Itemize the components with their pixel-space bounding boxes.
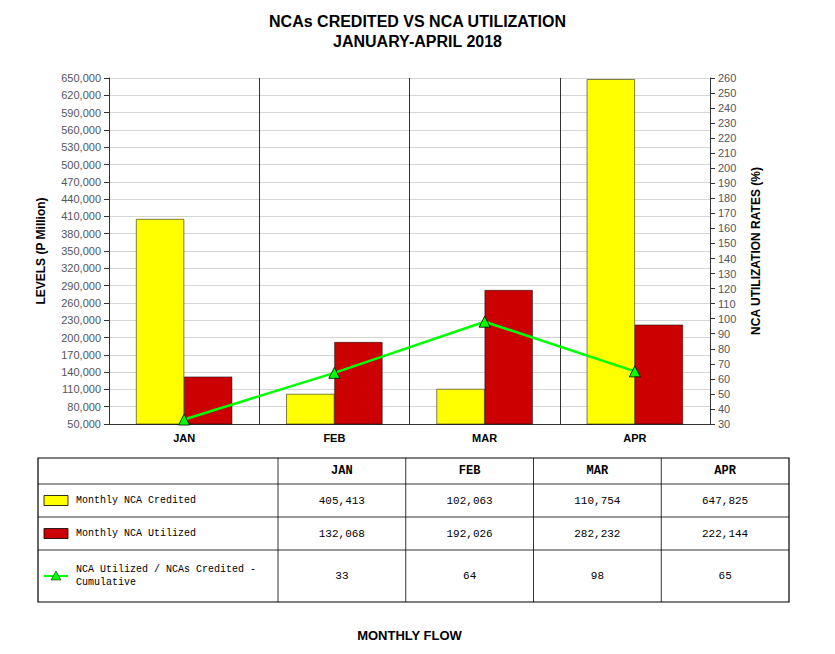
svg-text:440,000: 440,000 (61, 193, 101, 205)
svg-text:260,000: 260,000 (61, 297, 101, 309)
svg-text:80,000: 80,000 (67, 401, 101, 413)
svg-text:240: 240 (718, 102, 736, 114)
svg-text:FEB: FEB (323, 432, 345, 444)
svg-text:160: 160 (718, 222, 736, 234)
svg-text:260: 260 (718, 72, 736, 84)
svg-text:NCA Utilized / NCAs Credited -: NCA Utilized / NCAs Credited - (76, 564, 256, 575)
svg-text:98: 98 (591, 570, 604, 582)
svg-text:33: 33 (335, 570, 348, 582)
svg-text:190: 190 (718, 177, 736, 189)
svg-text:80: 80 (718, 343, 730, 355)
svg-text:NCA UTILIZATION RATES (%): NCA UTILIZATION RATES (%) (749, 167, 763, 335)
svg-text:APR: APR (714, 464, 736, 478)
svg-text:192,026: 192,026 (447, 528, 493, 540)
svg-text:110,754: 110,754 (574, 495, 621, 507)
svg-text:130: 130 (718, 268, 736, 280)
svg-text:170,000: 170,000 (61, 349, 101, 361)
svg-text:650,000: 650,000 (61, 72, 101, 84)
svg-text:90: 90 (718, 328, 730, 340)
svg-text:140,000: 140,000 (61, 366, 101, 378)
svg-text:150: 150 (718, 237, 736, 249)
svg-text:132,068: 132,068 (319, 528, 365, 540)
svg-text:MONTHLY FLOW: MONTHLY FLOW (357, 628, 462, 643)
svg-text:Monthly NCA Credited: Monthly NCA Credited (76, 495, 196, 506)
svg-text:JAN: JAN (331, 464, 353, 478)
svg-text:110,000: 110,000 (62, 383, 101, 395)
svg-text:50: 50 (718, 388, 730, 400)
svg-text:230,000: 230,000 (61, 314, 101, 326)
svg-text:64: 64 (463, 570, 477, 582)
svg-text:120: 120 (718, 283, 736, 295)
svg-text:200: 200 (718, 162, 736, 174)
svg-text:170: 170 (718, 207, 736, 219)
svg-text:590,000: 590,000 (61, 107, 101, 119)
svg-text:65: 65 (719, 570, 732, 582)
svg-text:MAR: MAR (472, 432, 497, 444)
svg-text:LEVELS (P Million): LEVELS (P Million) (34, 197, 48, 304)
svg-text:JAN: JAN (173, 432, 195, 444)
svg-text:405,413: 405,413 (319, 495, 365, 507)
svg-text:60: 60 (718, 373, 730, 385)
svg-text:620,000: 620,000 (61, 89, 101, 101)
svg-text:500,000: 500,000 (61, 159, 101, 171)
svg-text:140: 140 (718, 253, 736, 265)
svg-text:222,144: 222,144 (702, 528, 749, 540)
svg-text:180: 180 (718, 192, 736, 204)
svg-text:110: 110 (718, 298, 736, 310)
svg-text:102,063: 102,063 (447, 495, 493, 507)
svg-text:Monthly NCA Utilized: Monthly NCA Utilized (76, 528, 196, 539)
svg-text:FEB: FEB (459, 464, 481, 478)
svg-text:282,232: 282,232 (574, 528, 620, 540)
svg-text:560,000: 560,000 (61, 124, 101, 136)
svg-text:320,000: 320,000 (61, 262, 101, 274)
svg-text:MAR: MAR (587, 464, 609, 478)
svg-text:50,000: 50,000 (67, 418, 101, 430)
svg-text:JANUARY-APRIL 2018: JANUARY-APRIL 2018 (333, 33, 502, 50)
svg-text:100: 100 (718, 313, 736, 325)
svg-text:APR: APR (623, 432, 646, 444)
svg-text:230: 230 (718, 117, 736, 129)
svg-text:647,825: 647,825 (702, 495, 748, 507)
svg-text:210: 210 (718, 147, 736, 159)
svg-text:200,000: 200,000 (61, 332, 101, 344)
svg-text:350,000: 350,000 (61, 245, 101, 257)
svg-text:290,000: 290,000 (61, 280, 101, 292)
svg-text:530,000: 530,000 (61, 141, 101, 153)
svg-text:250: 250 (718, 87, 736, 99)
svg-text:NCAs CREDITED VS NCA UTILIZATI: NCAs CREDITED VS NCA UTILIZATION (269, 13, 566, 30)
svg-text:220: 220 (718, 132, 736, 144)
svg-text:70: 70 (718, 358, 730, 370)
svg-text:410,000: 410,000 (61, 210, 101, 222)
svg-text:40: 40 (718, 403, 730, 415)
svg-text:380,000: 380,000 (61, 228, 101, 240)
svg-text:30: 30 (718, 418, 730, 430)
svg-text:Cumulative: Cumulative (76, 577, 136, 588)
svg-text:470,000: 470,000 (61, 176, 101, 188)
